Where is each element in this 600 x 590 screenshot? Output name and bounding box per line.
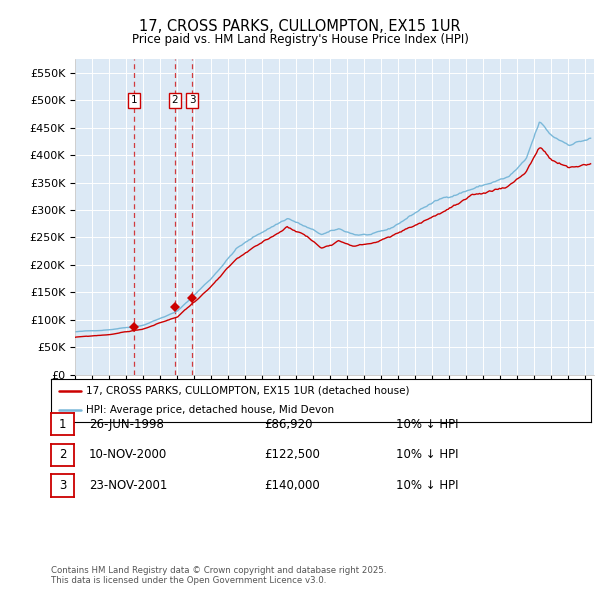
Text: 23-NOV-2001: 23-NOV-2001 [89,479,167,492]
Text: Contains HM Land Registry data © Crown copyright and database right 2025.
This d: Contains HM Land Registry data © Crown c… [51,566,386,585]
Text: £86,920: £86,920 [264,418,313,431]
Text: Price paid vs. HM Land Registry's House Price Index (HPI): Price paid vs. HM Land Registry's House … [131,33,469,46]
Text: 2: 2 [172,95,178,105]
Text: 10% ↓ HPI: 10% ↓ HPI [396,418,458,431]
Text: 10% ↓ HPI: 10% ↓ HPI [396,479,458,492]
Text: 1: 1 [59,418,66,431]
Text: 2: 2 [59,448,66,461]
Text: 3: 3 [59,479,66,492]
Text: 17, CROSS PARKS, CULLOMPTON, EX15 1UR: 17, CROSS PARKS, CULLOMPTON, EX15 1UR [139,19,461,34]
Text: 10-NOV-2000: 10-NOV-2000 [89,448,167,461]
Text: £140,000: £140,000 [264,479,320,492]
Text: £122,500: £122,500 [264,448,320,461]
Text: 26-JUN-1998: 26-JUN-1998 [89,418,164,431]
Text: 17, CROSS PARKS, CULLOMPTON, EX15 1UR (detached house): 17, CROSS PARKS, CULLOMPTON, EX15 1UR (d… [86,386,410,396]
Text: HPI: Average price, detached house, Mid Devon: HPI: Average price, detached house, Mid … [86,405,334,415]
Text: 10% ↓ HPI: 10% ↓ HPI [396,448,458,461]
Text: 3: 3 [189,95,196,105]
Text: 1: 1 [131,95,137,105]
